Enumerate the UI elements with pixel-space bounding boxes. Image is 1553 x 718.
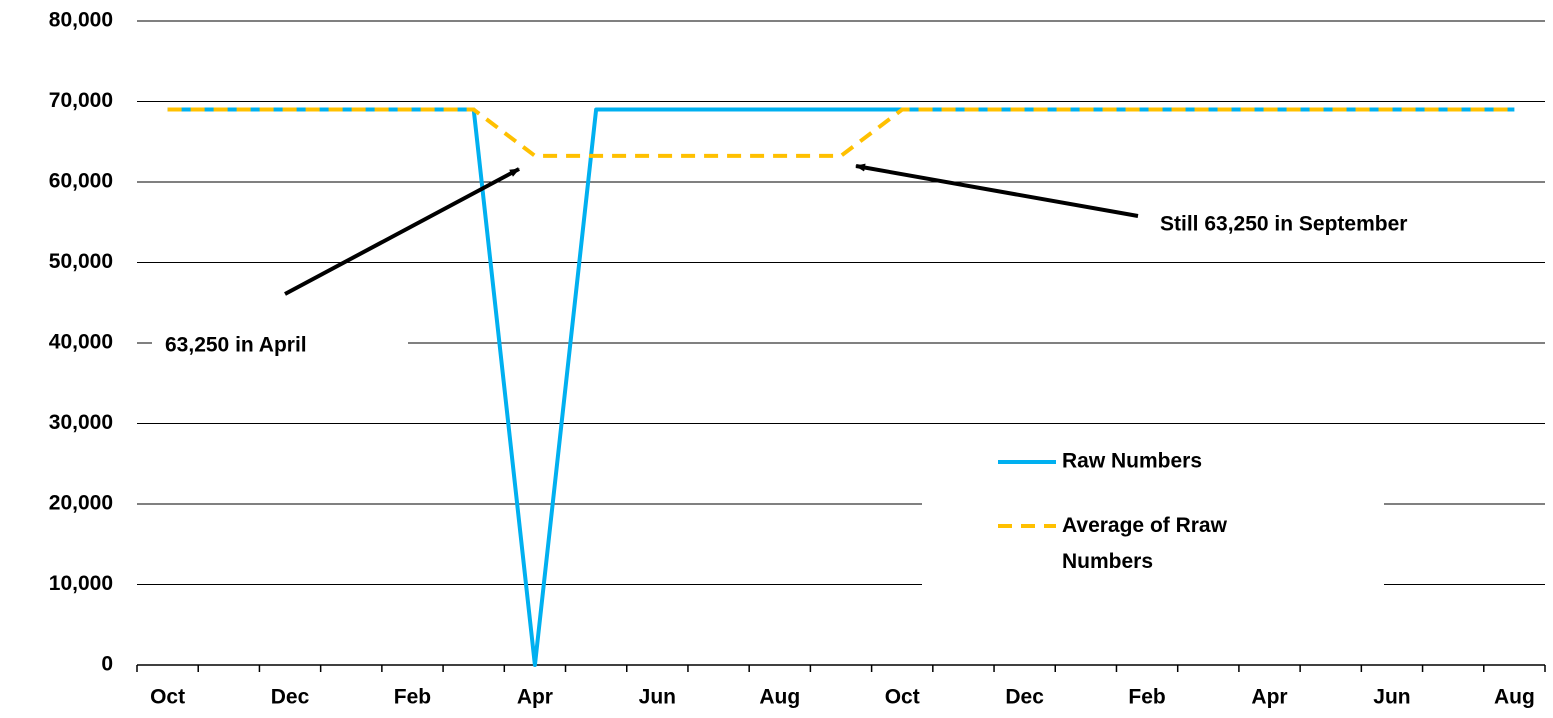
x-tick-label: Oct — [150, 686, 185, 709]
annotation-arrow — [284, 167, 520, 296]
x-tick-label: Aug — [759, 686, 800, 709]
legend-label: Raw Numbers — [1062, 450, 1202, 473]
x-tick-label: Aug — [1494, 686, 1535, 709]
annotation-bg — [152, 326, 408, 364]
x-tick-label: Apr — [1251, 686, 1287, 709]
y-tick-label: 60,000 — [49, 170, 113, 193]
y-tick-label: 20,000 — [49, 492, 113, 515]
y-tick-label: 70,000 — [49, 89, 113, 112]
legend-box — [922, 430, 1384, 588]
x-tick-label: Feb — [1128, 686, 1165, 709]
x-tick-label: Dec — [271, 686, 310, 709]
series-line — [167, 107, 1515, 158]
y-tick-label: 30,000 — [49, 411, 113, 434]
x-tick-label: Apr — [517, 686, 553, 709]
y-tick-label: 80,000 — [49, 9, 113, 32]
y-tick-label: 10,000 — [49, 572, 113, 595]
x-tick-label: Jun — [639, 686, 676, 709]
x-tick-label: Oct — [885, 686, 920, 709]
x-tick-label: Jun — [1373, 686, 1410, 709]
y-tick-label: 40,000 — [49, 331, 113, 354]
annotation: Still 63,250 in September — [1160, 213, 1407, 236]
y-tick-label: 0 — [101, 653, 113, 676]
x-tick-label: Feb — [394, 686, 431, 709]
annotation-bg — [1150, 205, 1545, 243]
annotation-arrow — [855, 163, 1139, 218]
x-tick-label: Dec — [1005, 686, 1044, 709]
legend-label: Average of Rraw Numbers — [1062, 514, 1228, 573]
annotation: 63,250 in April — [165, 334, 307, 357]
y-tick-label: 50,000 — [49, 250, 113, 273]
